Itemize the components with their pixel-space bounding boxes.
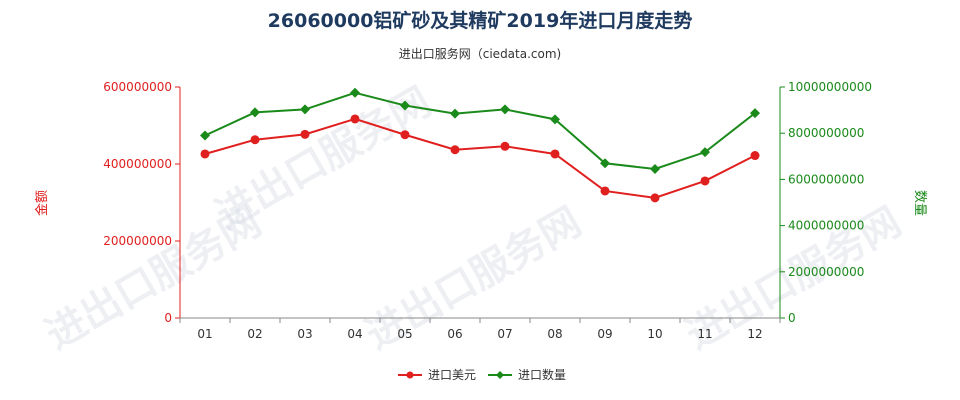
y-right-tick-label: 10000000000 bbox=[788, 80, 872, 94]
series-1-point bbox=[750, 151, 760, 161]
y-left-tick-label: 600000000 bbox=[103, 80, 172, 94]
series-1-point bbox=[200, 149, 210, 159]
series-2-point bbox=[300, 104, 310, 115]
series-1-point bbox=[500, 141, 510, 151]
axes bbox=[175, 86, 785, 323]
series-2-point bbox=[450, 108, 460, 119]
x-tick-label: 08 bbox=[547, 327, 562, 341]
x-tick-label: 07 bbox=[497, 327, 512, 341]
x-tick-label: 11 bbox=[697, 327, 712, 341]
y-right-tick-label: 6000000000 bbox=[788, 172, 864, 186]
series-1-point bbox=[600, 186, 610, 196]
chart-subtitle: 进出口服务网（ciedata.com) bbox=[399, 46, 561, 61]
y-right-tick-label: 2000000000 bbox=[788, 265, 864, 279]
legend-label-2[interactable]: 进口数量 bbox=[518, 367, 566, 382]
series-1-point bbox=[650, 193, 660, 203]
series-2-point bbox=[200, 130, 210, 141]
y-left-tick-label: 0 bbox=[164, 311, 172, 325]
series-2-point bbox=[750, 108, 760, 119]
x-tick-label: 01 bbox=[197, 327, 212, 341]
series-2-point bbox=[600, 158, 610, 169]
series-1-point bbox=[700, 176, 710, 186]
legend: 进口美元 进口数量 bbox=[398, 367, 566, 382]
x-tick-label: 12 bbox=[747, 327, 762, 341]
x-tick-label: 06 bbox=[447, 327, 462, 341]
x-tick-label: 10 bbox=[647, 327, 662, 341]
legend-label-1[interactable]: 进口美元 bbox=[428, 368, 476, 382]
y-right-tick-label: 4000000000 bbox=[788, 219, 864, 233]
y-left-tick-label: 400000000 bbox=[103, 157, 172, 171]
y-right-tick-label: 8000000000 bbox=[788, 126, 864, 140]
x-tick-label: 03 bbox=[297, 327, 312, 341]
series-1-point bbox=[450, 145, 460, 155]
series-1-point bbox=[550, 149, 560, 159]
y-left-axis-label: 金额 bbox=[34, 190, 50, 216]
series-1-point bbox=[250, 135, 260, 145]
chart-title: 26060000铝矿砂及其精矿2019年进口月度走势 bbox=[268, 9, 693, 32]
series-2-point bbox=[650, 164, 660, 175]
series-2-point bbox=[500, 104, 510, 115]
series-2-point bbox=[550, 114, 560, 125]
series-line-2 bbox=[204, 91, 756, 171]
x-tick-label: 04 bbox=[347, 327, 362, 341]
series-2-point bbox=[350, 87, 360, 98]
series-2-point bbox=[700, 147, 710, 158]
legend-marker-1 bbox=[406, 371, 414, 379]
x-tick-label: 05 bbox=[397, 327, 412, 341]
x-tick-label: 02 bbox=[247, 327, 262, 341]
y-right-tick-label: 0 bbox=[788, 311, 796, 325]
tick-labels: 0200000000400000000600000000020000000004… bbox=[103, 80, 872, 341]
series-1-point bbox=[400, 130, 410, 140]
series-2-point bbox=[250, 107, 260, 118]
series-2-point bbox=[400, 100, 410, 111]
y-left-tick-label: 200000000 bbox=[103, 234, 172, 248]
y-right-axis-label: 数量 bbox=[912, 190, 927, 216]
series-layer bbox=[200, 87, 760, 203]
x-tick-label: 09 bbox=[597, 327, 612, 341]
series-1-point bbox=[300, 129, 310, 139]
series-line-1 bbox=[204, 117, 756, 199]
series-1-point bbox=[350, 114, 360, 124]
legend-marker-2 bbox=[496, 371, 504, 379]
